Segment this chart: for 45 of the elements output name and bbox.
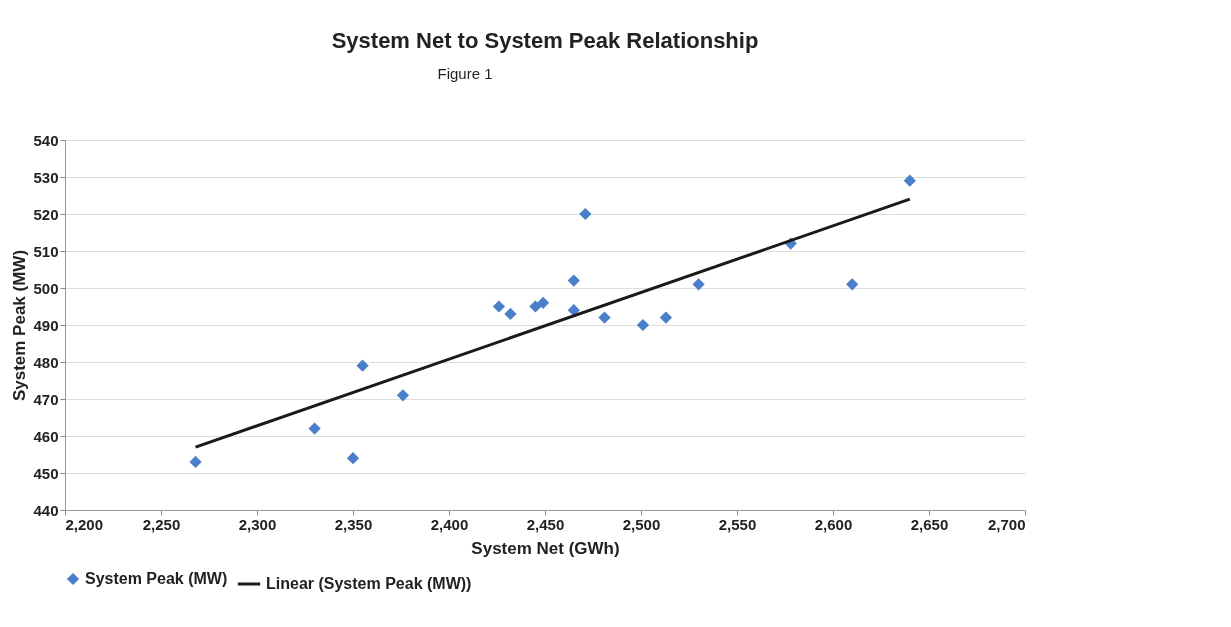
point bbox=[598, 311, 611, 324]
chart-title: System Net to System Peak Relationship bbox=[331, 28, 759, 53]
x-tick-label: 2,650 bbox=[910, 515, 949, 533]
y-tick-label: 440 bbox=[33, 501, 59, 519]
point bbox=[579, 207, 592, 221]
y-tick-label: 520 bbox=[33, 205, 59, 223]
point bbox=[189, 455, 202, 469]
legend-label: System Peak (MW) bbox=[85, 570, 228, 587]
y-tick-label: 510 bbox=[33, 242, 59, 260]
x-tick-label: 2,300 bbox=[238, 515, 277, 533]
point bbox=[346, 452, 360, 465]
y-tick-label: 450 bbox=[33, 464, 59, 482]
y-tick-label: 470 bbox=[33, 390, 59, 408]
x-tick-label: 2,200 bbox=[65, 515, 104, 533]
point bbox=[308, 422, 321, 435]
point bbox=[492, 300, 506, 313]
y-axis-title: System Peak (MW) bbox=[10, 249, 30, 402]
point bbox=[692, 278, 705, 291]
x-tick-label: 2,400 bbox=[430, 515, 469, 533]
y-tick-label: 500 bbox=[33, 279, 59, 297]
y-tick-label: 460 bbox=[33, 427, 59, 445]
x-tick-label: 2,500 bbox=[622, 515, 661, 533]
x-tick-label: 2,250 bbox=[142, 515, 181, 533]
point bbox=[567, 274, 580, 287]
caption: Figure 1 bbox=[437, 65, 493, 82]
point bbox=[536, 296, 550, 309]
x-tick-label: 2,450 bbox=[526, 515, 565, 533]
point bbox=[504, 307, 517, 321]
y-tick-label: 540 bbox=[33, 131, 59, 149]
y-tick-label: 530 bbox=[33, 168, 59, 186]
point bbox=[636, 318, 650, 332]
y-tick-label: 490 bbox=[33, 316, 59, 334]
point bbox=[529, 300, 542, 313]
x-tick-label: 2,700 bbox=[987, 515, 1026, 533]
x-tick-label: 2,550 bbox=[718, 515, 757, 533]
legend-label: Linear (System Peak (MW)) bbox=[266, 575, 472, 592]
point bbox=[903, 174, 916, 187]
point bbox=[659, 311, 673, 324]
x-tick-label: 2,600 bbox=[814, 515, 853, 533]
point bbox=[356, 359, 369, 372]
x-tick-label: 2,350 bbox=[334, 515, 373, 533]
x-axis-title: System Net (GWh) bbox=[471, 538, 620, 558]
y-tick-label: 480 bbox=[33, 353, 59, 371]
point bbox=[846, 278, 859, 291]
point bbox=[396, 389, 410, 402]
